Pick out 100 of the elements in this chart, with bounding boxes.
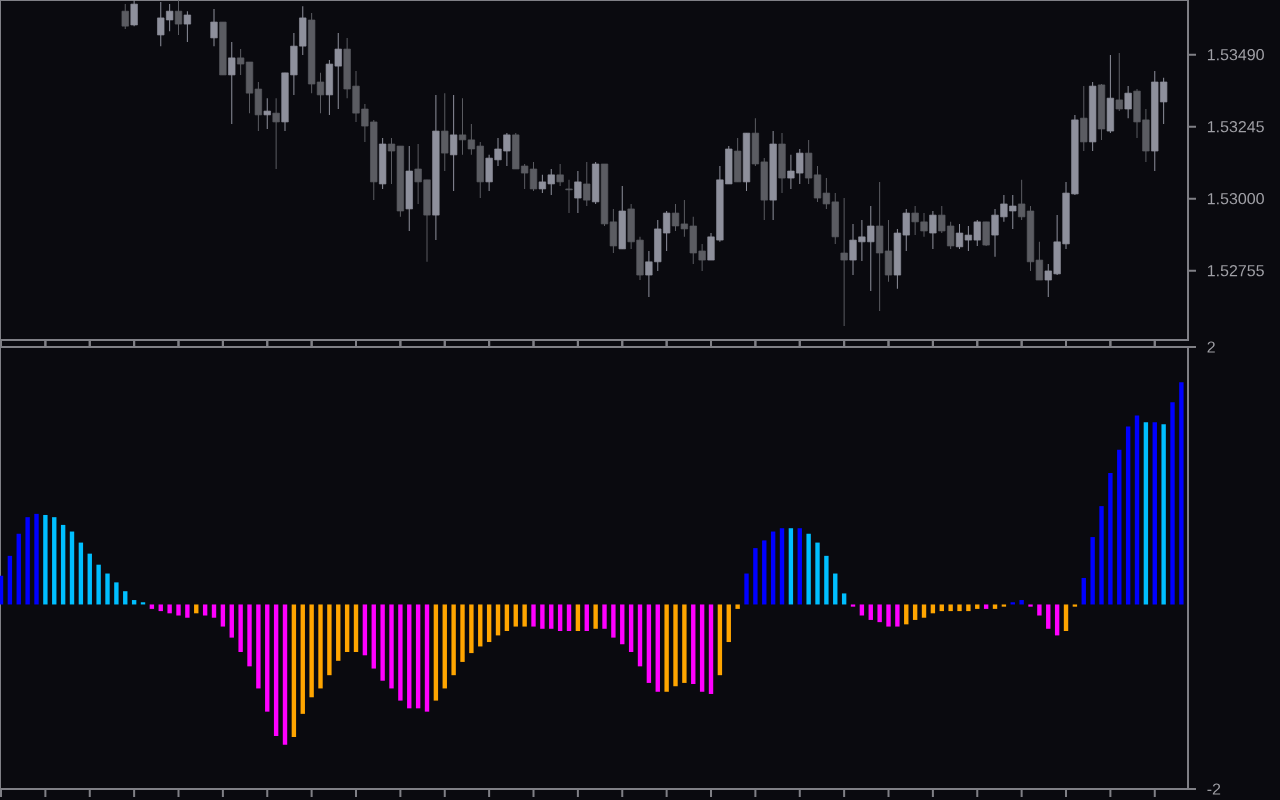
bar xyxy=(282,604,288,745)
bar xyxy=(1143,422,1149,605)
candlestick xyxy=(449,94,458,192)
bar xyxy=(25,517,30,605)
bar xyxy=(371,604,376,669)
bar xyxy=(983,604,989,609)
bar xyxy=(220,604,226,627)
bar xyxy=(7,555,13,605)
bar xyxy=(34,513,39,605)
bar xyxy=(265,604,270,712)
y-tick-label: -2 xyxy=(1207,783,1221,795)
bar xyxy=(682,604,687,683)
bar xyxy=(1046,604,1051,629)
bar xyxy=(735,604,740,609)
bar xyxy=(726,604,731,643)
bar xyxy=(513,604,518,627)
bar xyxy=(1161,424,1166,605)
bar xyxy=(211,604,217,618)
candlestick xyxy=(441,92,449,172)
bar xyxy=(336,604,341,661)
y-tick-label: 1.53245 xyxy=(1207,120,1264,133)
candlestick xyxy=(982,221,990,247)
bar xyxy=(904,604,909,625)
bar xyxy=(1170,402,1175,605)
bar xyxy=(1019,600,1024,605)
bar xyxy=(389,604,394,689)
bar xyxy=(602,604,607,629)
candlestick xyxy=(1115,52,1123,112)
bar xyxy=(309,604,314,698)
bar xyxy=(779,528,785,605)
candlestick xyxy=(210,8,218,47)
bar xyxy=(806,533,811,605)
bar xyxy=(273,604,279,736)
bar xyxy=(202,604,208,616)
bar xyxy=(495,604,501,636)
bar xyxy=(194,604,199,614)
y-tick-label: 1.52755 xyxy=(1207,264,1264,277)
bar xyxy=(717,604,723,676)
y-tick-label: 1.53000 xyxy=(1207,192,1264,205)
candlestick xyxy=(565,179,573,214)
bar xyxy=(60,524,66,605)
candlestick xyxy=(183,10,192,43)
bar xyxy=(1001,604,1007,607)
candlestick xyxy=(583,161,591,207)
candlestick xyxy=(1124,85,1132,119)
bar xyxy=(531,604,536,627)
candlestick xyxy=(130,0,138,27)
bar xyxy=(646,604,652,683)
bar xyxy=(824,555,829,605)
bar xyxy=(744,573,749,605)
y-tick-label: 2 xyxy=(1207,341,1215,353)
bar xyxy=(256,604,261,689)
bar xyxy=(78,542,84,605)
bar xyxy=(877,604,882,623)
bar xyxy=(407,604,412,709)
bar xyxy=(575,604,581,631)
candlestick xyxy=(1080,85,1088,152)
bar xyxy=(43,514,48,605)
bar xyxy=(655,604,660,692)
bar xyxy=(859,604,865,616)
bar xyxy=(549,604,554,629)
bar xyxy=(540,604,545,629)
bar xyxy=(1152,422,1157,605)
candlestick xyxy=(263,97,271,130)
bar xyxy=(16,533,21,605)
candlestick xyxy=(228,41,236,125)
bar xyxy=(664,604,669,692)
bar xyxy=(0,575,4,605)
bar xyxy=(930,604,936,614)
bar xyxy=(966,604,971,612)
bar xyxy=(699,604,705,692)
candlestick xyxy=(272,97,280,170)
bar xyxy=(238,604,243,652)
bar xyxy=(939,604,944,612)
candlestick xyxy=(574,170,582,214)
bar xyxy=(362,604,368,656)
bar xyxy=(673,604,678,687)
bar xyxy=(229,604,234,638)
bar xyxy=(1108,472,1113,605)
bar xyxy=(850,604,856,607)
bar xyxy=(460,604,465,662)
bar xyxy=(957,604,962,612)
bar xyxy=(176,604,181,616)
bar xyxy=(433,604,439,701)
bar xyxy=(620,604,625,645)
bar xyxy=(912,604,918,620)
bar xyxy=(975,604,980,609)
bar xyxy=(1099,506,1104,605)
bar xyxy=(353,604,359,652)
bar xyxy=(691,604,696,685)
candlestick xyxy=(929,210,937,250)
bar xyxy=(1037,604,1042,616)
bar xyxy=(114,582,119,605)
candlestick xyxy=(174,0,183,36)
bar xyxy=(1125,426,1131,605)
bar xyxy=(344,604,350,652)
bar xyxy=(1054,604,1060,636)
bar xyxy=(1179,382,1184,605)
bar xyxy=(522,604,527,627)
bar xyxy=(105,573,110,605)
